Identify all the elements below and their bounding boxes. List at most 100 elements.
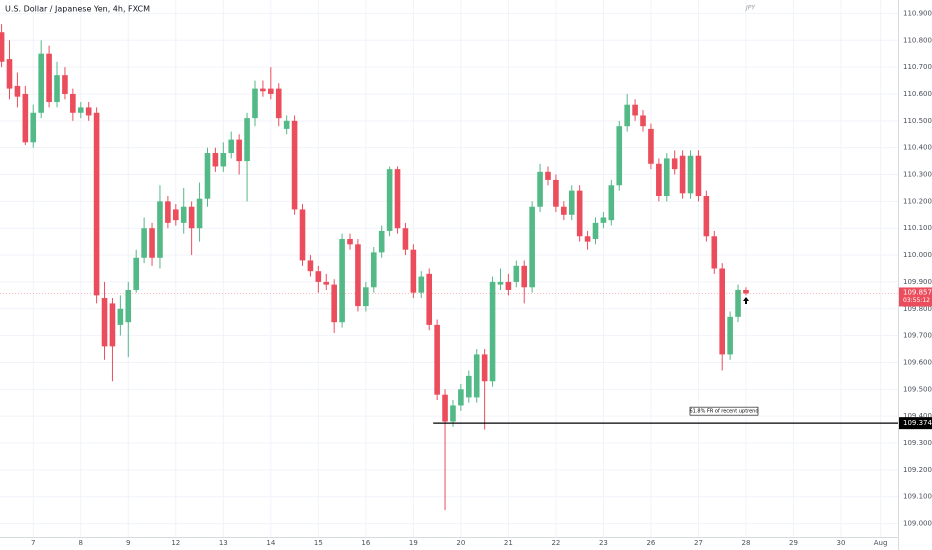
candle-body	[529, 206, 535, 288]
y-tick-label: 110.700	[903, 63, 932, 71]
annotation-text: 61.8% FR of recent uptrend	[689, 409, 758, 415]
y-tick-label: 109.800	[903, 305, 932, 313]
candle-body	[489, 281, 496, 382]
arrow-icon	[743, 297, 749, 304]
candle-body	[608, 185, 615, 221]
candle-body	[149, 228, 155, 258]
candle-body	[165, 201, 171, 223]
y-tick-label: 110.600	[903, 90, 932, 98]
candle-body	[252, 88, 258, 119]
candle-body	[180, 206, 187, 223]
candle-body	[561, 206, 567, 215]
x-tick-label: 22	[551, 539, 560, 547]
candle-body	[537, 171, 543, 207]
candle-body	[355, 244, 361, 307]
candle-body	[220, 153, 227, 167]
candle-body	[458, 389, 464, 406]
y-tick-label: 110.300	[903, 171, 932, 179]
x-tick-label: 13	[219, 539, 228, 547]
candle-body	[687, 155, 694, 194]
candle-body	[141, 228, 147, 258]
candle-body	[323, 281, 330, 285]
candle-body	[339, 238, 345, 323]
candle-body	[521, 265, 528, 288]
y-tick-label: 109.000	[903, 520, 932, 528]
candle-body	[568, 190, 575, 215]
candle-body	[14, 85, 21, 97]
candle-body	[101, 298, 108, 347]
candle-body	[22, 93, 29, 143]
candle-body	[545, 171, 551, 180]
candle-body	[735, 289, 741, 317]
y-tick-label: 110.400	[903, 144, 932, 152]
candle-body	[719, 268, 726, 355]
annotation-box	[689, 406, 759, 416]
x-tick-label: 28	[741, 539, 750, 547]
candle-body	[386, 169, 393, 231]
candle-body	[117, 308, 124, 325]
x-tick-label: 30	[837, 539, 846, 547]
candle-body	[6, 59, 13, 89]
candle-body	[616, 126, 623, 186]
currency-label: JPY	[745, 5, 756, 12]
candle-body	[576, 190, 583, 237]
candle-body	[315, 271, 322, 282]
candle-body	[204, 153, 211, 199]
candle-body	[553, 179, 559, 207]
y-tick-label: 109.700	[903, 332, 932, 340]
candle-body	[46, 53, 52, 103]
last-price-box	[899, 287, 932, 307]
candle-body	[410, 249, 417, 293]
x-tick-label: Aug	[874, 539, 888, 547]
candle-body	[307, 260, 314, 272]
candle-body	[640, 115, 646, 127]
candle-body	[77, 107, 84, 113]
candle-body	[450, 405, 456, 422]
candle-body	[711, 236, 718, 269]
chart-title: U.S. Dollar / Japanese Yen, 4h, FXCM	[5, 5, 150, 14]
candle-body	[378, 230, 385, 253]
candle-body	[584, 236, 591, 242]
candle-body	[157, 201, 163, 258]
candle-body	[133, 257, 140, 290]
y-tick-label: 110.500	[903, 117, 932, 125]
candle-body	[426, 273, 433, 325]
x-tick-label: 21	[504, 539, 513, 547]
x-tick-label: 14	[266, 539, 275, 547]
candle-body	[291, 120, 298, 210]
candle-body	[473, 354, 480, 398]
candle-body	[703, 196, 710, 237]
candle-body	[497, 281, 504, 285]
candle-body	[592, 222, 599, 239]
candle-body	[85, 107, 92, 116]
y-tick-label: 109.900	[903, 278, 932, 286]
candle-body	[656, 163, 662, 197]
y-tick-label: 109.600	[903, 358, 932, 366]
candle-body	[648, 128, 654, 164]
candle-body	[188, 206, 195, 229]
candle-body	[402, 228, 409, 250]
candle-body	[505, 281, 512, 290]
candle-body	[54, 75, 60, 103]
y-tick-label: 110.800	[903, 36, 932, 44]
countdown-label: 03:55:12	[903, 297, 930, 304]
y-tick-label: 109.500	[903, 385, 932, 393]
candle-body	[283, 120, 290, 129]
candle-body	[679, 155, 686, 194]
candle-body	[0, 32, 5, 62]
candle-body	[275, 88, 282, 119]
candle-body	[38, 53, 44, 113]
candle-body	[331, 284, 337, 323]
x-tick-label: 16	[361, 539, 370, 547]
candle-body	[228, 139, 235, 154]
x-tick-label: 19	[409, 539, 418, 547]
x-tick-label: 26	[646, 539, 655, 547]
x-tick-label: 7	[31, 539, 35, 547]
candle-body	[93, 112, 100, 296]
candle-body	[30, 112, 37, 143]
y-tick-label: 109.400	[903, 412, 932, 420]
candle-body	[663, 158, 670, 197]
last-price-label: 109.857	[903, 288, 932, 296]
candle-body	[260, 88, 266, 92]
